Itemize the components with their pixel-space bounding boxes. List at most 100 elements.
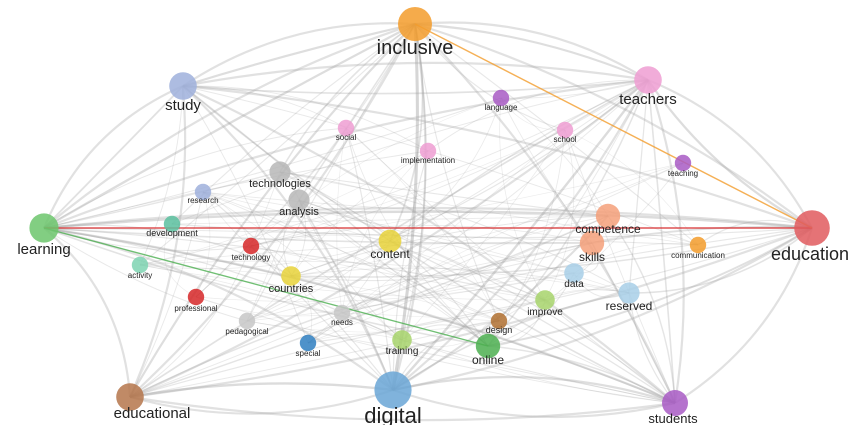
label-school: school <box>553 135 576 144</box>
node-online[interactable] <box>475 333 501 359</box>
edge <box>43 227 699 246</box>
edge <box>298 199 489 347</box>
node-professional[interactable] <box>187 288 205 306</box>
node-digital[interactable] <box>374 371 412 409</box>
edge <box>43 227 546 301</box>
label-activity: activity <box>128 271 152 280</box>
node-educational[interactable] <box>116 383 144 411</box>
edge <box>43 227 676 404</box>
edge <box>392 150 429 391</box>
edge <box>202 191 394 391</box>
edge <box>202 191 546 301</box>
node-social[interactable] <box>337 119 355 137</box>
node-study[interactable] <box>169 72 197 100</box>
node-design[interactable] <box>490 312 508 330</box>
node-competence[interactable] <box>595 203 621 229</box>
edge-hub <box>414 22 813 229</box>
node-students[interactable] <box>662 390 688 416</box>
edge-hub <box>182 84 813 230</box>
edge <box>43 227 403 341</box>
node-inclusive[interactable] <box>398 7 432 41</box>
edge <box>129 382 394 399</box>
node-technologies[interactable] <box>269 161 291 183</box>
edge <box>43 224 292 277</box>
edge <box>43 22 416 229</box>
edge <box>389 23 424 242</box>
node-research[interactable] <box>194 183 212 201</box>
edge <box>43 227 593 245</box>
node-school[interactable] <box>556 121 574 139</box>
edge <box>290 227 813 278</box>
edge-hub <box>128 85 187 398</box>
node-language[interactable] <box>492 89 510 107</box>
label-study: study <box>165 97 201 114</box>
edge <box>139 264 403 341</box>
node-learning[interactable] <box>29 213 59 243</box>
edge <box>591 225 813 244</box>
node-training[interactable] <box>392 330 412 350</box>
edge <box>182 85 676 404</box>
edge <box>307 215 609 344</box>
node-improve[interactable] <box>535 290 555 310</box>
node-layer <box>29 7 830 416</box>
edge-hub <box>43 226 676 405</box>
node-teaching[interactable] <box>674 154 692 172</box>
edge <box>202 191 676 404</box>
edge <box>341 215 609 314</box>
node-technology[interactable] <box>242 237 260 255</box>
label-training: training <box>386 346 419 357</box>
label-pedagogical: pedagogical <box>225 327 268 336</box>
node-implementation[interactable] <box>419 142 437 160</box>
edge <box>341 312 676 404</box>
edge <box>139 85 184 266</box>
node-needs[interactable] <box>333 304 351 322</box>
node-education[interactable] <box>794 210 830 246</box>
edge <box>139 264 546 301</box>
edge <box>195 191 211 298</box>
node-reserved[interactable] <box>618 282 640 304</box>
edge <box>202 191 609 217</box>
edge <box>401 320 500 348</box>
edge <box>246 320 676 404</box>
node-data[interactable] <box>564 263 584 283</box>
node-content[interactable] <box>378 229 402 253</box>
edge <box>307 227 813 344</box>
edge <box>182 85 309 344</box>
edge-hub <box>182 22 416 87</box>
edge <box>487 162 684 347</box>
node-countries[interactable] <box>281 266 301 286</box>
edge <box>298 199 500 322</box>
node-analysis[interactable] <box>288 189 310 211</box>
edge <box>307 162 684 344</box>
edge <box>202 191 292 277</box>
edge <box>129 320 500 398</box>
edge <box>250 234 391 247</box>
edge <box>290 215 609 277</box>
edge <box>246 320 500 333</box>
edge <box>250 245 546 301</box>
node-pedagogical[interactable] <box>238 312 256 330</box>
edge <box>195 23 416 298</box>
node-development[interactable] <box>163 215 181 233</box>
edge-hub <box>42 84 184 229</box>
edge <box>345 127 676 404</box>
edge <box>129 23 416 398</box>
edge-hub <box>392 79 649 391</box>
node-teachers[interactable] <box>634 66 662 94</box>
edge <box>392 79 649 391</box>
label-technologies: technologies <box>249 178 311 190</box>
edge <box>401 339 676 404</box>
edge <box>279 23 416 173</box>
node-communication[interactable] <box>689 236 707 254</box>
node-skills[interactable] <box>579 230 605 256</box>
label-digital: digital <box>364 403 421 425</box>
edge <box>171 215 609 225</box>
edge <box>43 171 281 229</box>
edge <box>246 272 575 322</box>
edge <box>401 129 566 341</box>
edge-hub <box>129 23 416 398</box>
edge <box>182 85 699 246</box>
label-analysis: analysis <box>279 206 319 218</box>
node-special[interactable] <box>299 334 317 352</box>
node-activity[interactable] <box>131 256 149 274</box>
